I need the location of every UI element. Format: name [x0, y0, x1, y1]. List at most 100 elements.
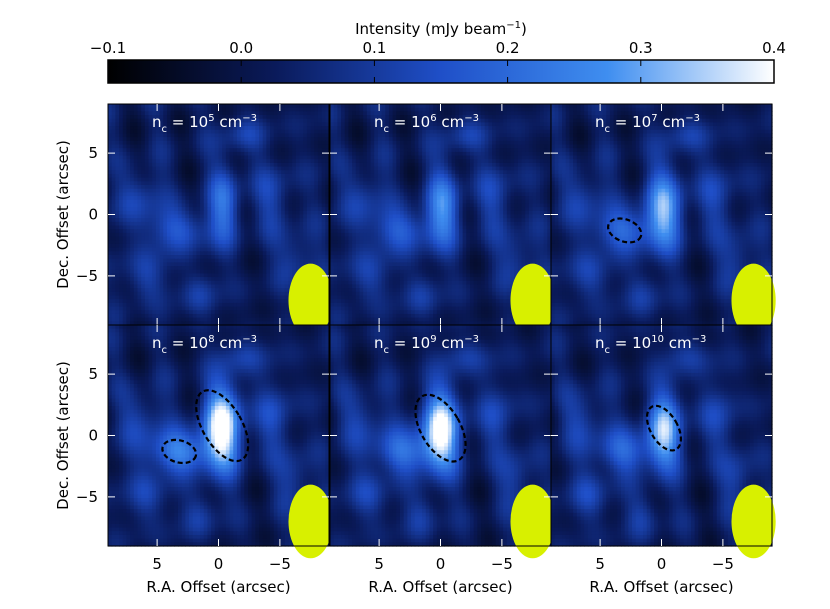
intensity-cell	[277, 303, 281, 307]
intensity-cell	[233, 108, 237, 112]
intensity-cell	[174, 141, 178, 145]
intensity-cell	[108, 207, 112, 211]
intensity-cell	[300, 145, 304, 149]
intensity-cell	[219, 244, 223, 248]
intensity-cell	[318, 148, 322, 152]
intensity-cell	[207, 203, 211, 207]
intensity-cell	[248, 244, 252, 248]
intensity-cell	[108, 318, 112, 322]
intensity-cell	[233, 148, 237, 152]
intensity-cell	[196, 299, 200, 303]
intensity-cell	[352, 159, 356, 163]
intensity-cell	[130, 262, 134, 266]
intensity-cell	[130, 170, 134, 174]
intensity-cell	[507, 130, 511, 134]
intensity-cell	[281, 218, 285, 222]
intensity-cell	[356, 156, 360, 160]
intensity-cell	[281, 130, 285, 134]
intensity-cell	[149, 240, 153, 244]
intensity-cell	[426, 170, 430, 174]
intensity-cell	[241, 215, 245, 219]
intensity-cell	[193, 174, 197, 178]
intensity-cell	[334, 115, 338, 119]
intensity-cell	[163, 259, 167, 263]
intensity-cell	[141, 218, 145, 222]
intensity-cell	[215, 207, 219, 211]
intensity-cell	[145, 126, 149, 130]
intensity-cell	[123, 111, 127, 115]
intensity-cell	[241, 270, 245, 274]
intensity-cell	[307, 233, 311, 237]
intensity-cell	[141, 170, 145, 174]
intensity-cell	[174, 288, 178, 292]
intensity-cell	[300, 207, 304, 211]
intensity-cell	[418, 108, 422, 112]
intensity-cell	[145, 148, 149, 152]
intensity-cell	[263, 192, 267, 196]
intensity-cell	[230, 145, 234, 149]
intensity-cell	[182, 259, 186, 263]
intensity-cell	[496, 130, 500, 134]
intensity-cell	[536, 108, 540, 112]
intensity-cell	[288, 152, 292, 156]
intensity-cell	[134, 141, 138, 145]
intensity-cell	[134, 115, 138, 119]
intensity-cell	[196, 284, 200, 288]
intensity-cell	[277, 185, 281, 189]
intensity-cell	[211, 296, 215, 300]
intensity-cell	[193, 299, 197, 303]
intensity-cell	[126, 108, 130, 112]
intensity-cell	[474, 130, 478, 134]
intensity-cell	[263, 108, 267, 112]
intensity-cell	[311, 145, 315, 149]
intensity-cell	[404, 152, 408, 156]
intensity-cell	[285, 196, 289, 200]
intensity-cell	[178, 244, 182, 248]
intensity-cell	[215, 152, 219, 156]
intensity-cell	[134, 255, 138, 259]
intensity-cell	[200, 277, 204, 281]
intensity-cell	[296, 185, 300, 189]
intensity-cell	[141, 215, 145, 219]
intensity-cell	[226, 226, 230, 230]
intensity-cell	[433, 178, 437, 182]
intensity-cell	[145, 244, 149, 248]
intensity-cell	[318, 203, 322, 207]
intensity-cell	[149, 255, 153, 259]
intensity-cell	[285, 178, 289, 182]
intensity-cell	[163, 203, 167, 207]
intensity-cell	[303, 192, 307, 196]
intensity-cell	[303, 181, 307, 185]
intensity-cell	[371, 148, 375, 152]
intensity-cell	[230, 262, 234, 266]
intensity-cell	[149, 222, 153, 226]
intensity-cell	[137, 237, 141, 241]
intensity-cell	[196, 152, 200, 156]
intensity-cell	[204, 303, 208, 307]
intensity-cell	[263, 200, 267, 204]
intensity-cell	[510, 108, 514, 112]
intensity-cell	[288, 145, 292, 149]
intensity-cell	[178, 185, 182, 189]
intensity-cell	[108, 240, 112, 244]
intensity-cell	[145, 296, 149, 300]
intensity-cell	[237, 244, 241, 248]
intensity-cell	[237, 137, 241, 141]
intensity-cell	[522, 115, 526, 119]
intensity-cell	[300, 137, 304, 141]
intensity-cell	[270, 211, 274, 215]
intensity-cell	[211, 314, 215, 318]
intensity-cell	[441, 159, 445, 163]
intensity-cell	[266, 196, 270, 200]
intensity-cell	[108, 200, 112, 204]
intensity-cell	[193, 181, 197, 185]
intensity-cell	[263, 174, 267, 178]
intensity-cell	[215, 262, 219, 266]
intensity-cell	[160, 215, 164, 219]
intensity-cell	[274, 122, 278, 126]
intensity-cell	[441, 133, 445, 137]
intensity-cell	[126, 192, 130, 196]
intensity-cell	[422, 156, 426, 160]
intensity-cell	[215, 148, 219, 152]
intensity-cell	[112, 108, 116, 112]
